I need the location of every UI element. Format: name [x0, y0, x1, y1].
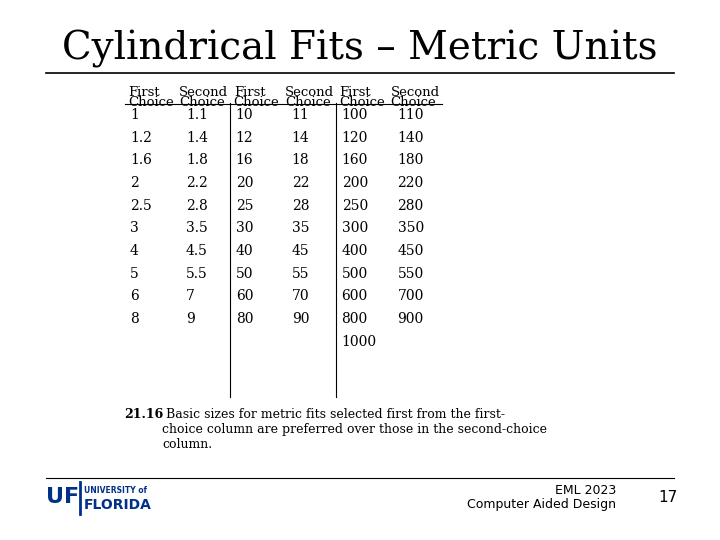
Text: Choice: Choice	[179, 96, 225, 109]
Text: 3.5: 3.5	[186, 221, 207, 235]
Text: 1000: 1000	[341, 335, 377, 349]
Text: 1: 1	[130, 108, 139, 122]
Text: 400: 400	[341, 244, 368, 258]
Text: 100: 100	[341, 108, 368, 122]
Text: 50: 50	[235, 267, 253, 281]
Text: 1.6: 1.6	[130, 153, 152, 167]
Text: 900: 900	[397, 312, 424, 326]
Text: Choice: Choice	[234, 96, 279, 109]
Text: 2.8: 2.8	[186, 199, 207, 213]
Text: Second: Second	[285, 86, 334, 99]
Text: 2: 2	[130, 176, 139, 190]
Text: 35: 35	[292, 221, 310, 235]
Text: 110: 110	[397, 108, 424, 122]
Text: Choice: Choice	[285, 96, 330, 109]
Text: 160: 160	[341, 153, 368, 167]
Text: UNIVERSITY of: UNIVERSITY of	[84, 486, 147, 495]
Text: 18: 18	[292, 153, 310, 167]
Text: 60: 60	[235, 289, 253, 303]
Text: 80: 80	[235, 312, 253, 326]
Text: 120: 120	[341, 131, 368, 145]
Text: First: First	[128, 86, 160, 99]
Text: 1.1: 1.1	[186, 108, 208, 122]
Text: 2.2: 2.2	[186, 176, 207, 190]
Text: 180: 180	[397, 153, 424, 167]
Text: 25: 25	[235, 199, 253, 213]
Text: 500: 500	[341, 267, 368, 281]
Text: 28: 28	[292, 199, 310, 213]
Text: 200: 200	[341, 176, 368, 190]
Text: Second: Second	[391, 86, 440, 99]
Text: 10: 10	[235, 108, 253, 122]
Text: 45: 45	[292, 244, 310, 258]
Text: 1.8: 1.8	[186, 153, 208, 167]
Text: 5.5: 5.5	[186, 267, 207, 281]
Text: 20: 20	[235, 176, 253, 190]
Text: 90: 90	[292, 312, 310, 326]
Text: 6: 6	[130, 289, 139, 303]
Text: 800: 800	[341, 312, 368, 326]
Text: 350: 350	[397, 221, 424, 235]
Text: 600: 600	[341, 289, 368, 303]
Text: 16: 16	[235, 153, 253, 167]
Text: First: First	[340, 86, 371, 99]
Text: Computer Aided Design: Computer Aided Design	[467, 498, 616, 511]
Text: FLORIDA: FLORIDA	[84, 498, 151, 512]
Text: 40: 40	[235, 244, 253, 258]
Text: Cylindrical Fits – Metric Units: Cylindrical Fits – Metric Units	[62, 30, 658, 68]
Text: 140: 140	[397, 131, 424, 145]
Text: 22: 22	[292, 176, 310, 190]
Text: 450: 450	[397, 244, 424, 258]
Text: 11: 11	[292, 108, 310, 122]
Text: Choice: Choice	[391, 96, 436, 109]
Text: UF: UF	[46, 487, 79, 507]
Text: Basic sizes for metric fits selected first from the first-
choice column are pre: Basic sizes for metric fits selected fir…	[162, 408, 547, 451]
Text: 12: 12	[235, 131, 253, 145]
Text: Choice: Choice	[128, 96, 174, 109]
Text: 14: 14	[292, 131, 310, 145]
Text: 250: 250	[341, 199, 368, 213]
Text: 1.2: 1.2	[130, 131, 152, 145]
Text: 280: 280	[397, 199, 424, 213]
Text: EML 2023: EML 2023	[554, 484, 616, 497]
Text: First: First	[234, 86, 266, 99]
Text: Second: Second	[179, 86, 228, 99]
Text: 3: 3	[130, 221, 139, 235]
Text: 2.5: 2.5	[130, 199, 152, 213]
Text: 300: 300	[341, 221, 368, 235]
Text: 220: 220	[397, 176, 424, 190]
Text: 30: 30	[235, 221, 253, 235]
Text: 21.16: 21.16	[125, 408, 163, 421]
Text: 17: 17	[658, 490, 678, 505]
Text: 1.4: 1.4	[186, 131, 208, 145]
Text: 8: 8	[130, 312, 139, 326]
Text: 4.5: 4.5	[186, 244, 208, 258]
Text: 700: 700	[397, 289, 424, 303]
Text: 70: 70	[292, 289, 310, 303]
Text: Choice: Choice	[340, 96, 385, 109]
Text: 4: 4	[130, 244, 139, 258]
Text: 5: 5	[130, 267, 139, 281]
Text: 9: 9	[186, 312, 194, 326]
Text: 7: 7	[186, 289, 195, 303]
Text: 55: 55	[292, 267, 310, 281]
Text: 550: 550	[397, 267, 424, 281]
